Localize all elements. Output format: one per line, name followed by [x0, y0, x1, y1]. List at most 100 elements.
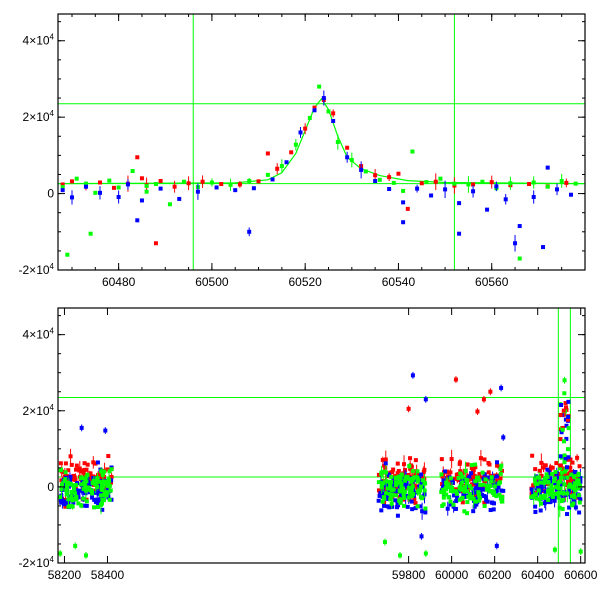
data-point-blue [563, 417, 568, 422]
data-point-blue [494, 543, 499, 548]
data-point-blue [549, 480, 554, 485]
data-point-blue [386, 489, 391, 494]
data-point-green [448, 476, 453, 481]
data-point-red [88, 471, 93, 476]
data-point-blue [78, 488, 83, 493]
data-point-green [469, 463, 474, 468]
data-point-red [440, 482, 445, 487]
data-point-blue [441, 478, 446, 483]
data-point-green [64, 485, 69, 490]
data-point-green [59, 487, 64, 492]
data-point-blue [418, 478, 423, 483]
data-point-blue [76, 491, 81, 496]
data-point-green [90, 491, 95, 496]
data-point-green [466, 182, 471, 187]
data-point-green [458, 471, 463, 476]
data-point-green [109, 467, 114, 472]
data-point-blue [475, 495, 480, 500]
data-point-green [535, 481, 540, 486]
data-point-red [577, 464, 582, 469]
data-point-red [312, 105, 317, 110]
data-point-green [94, 479, 99, 484]
data-point-blue [564, 423, 569, 428]
data-point-green [90, 488, 95, 493]
data-point-green [454, 491, 459, 496]
data-point-blue [382, 503, 387, 508]
data-point-blue [445, 506, 450, 511]
data-point-green [489, 479, 494, 484]
data-point-green [85, 472, 90, 477]
data-point-green [551, 479, 556, 484]
data-point-blue [378, 479, 383, 484]
data-point-blue [531, 195, 536, 200]
data-point-red [527, 182, 532, 187]
data-point-green [415, 469, 420, 474]
data-point-red [531, 483, 536, 488]
data-point-red [409, 464, 414, 469]
data-point-blue [383, 461, 388, 466]
data-point-blue [545, 467, 550, 472]
data-point-green [406, 485, 411, 490]
data-point-red [453, 377, 458, 382]
data-point-green [382, 540, 387, 545]
data-point-blue [552, 498, 557, 503]
data-point-green [421, 478, 426, 483]
data-point-green [497, 492, 502, 497]
data-point-red [68, 454, 73, 459]
data-point-green [473, 499, 478, 504]
data-point-red [481, 397, 486, 402]
data-point-red [72, 475, 77, 480]
data-point-green [84, 487, 89, 492]
data-point-green [536, 488, 541, 493]
data-point-blue [566, 414, 571, 419]
data-point-green [574, 482, 579, 487]
data-point-blue [391, 483, 396, 488]
data-point-green [83, 553, 88, 558]
data-point-green [546, 489, 551, 494]
data-point-green [398, 553, 403, 558]
data-point-red [59, 478, 64, 483]
data-point-blue [93, 499, 98, 504]
data-point-green [376, 480, 381, 485]
data-point-green [381, 481, 386, 486]
data-point-red [539, 460, 544, 465]
data-point-red [345, 145, 350, 150]
data-point-blue [573, 505, 578, 510]
data-point-green [63, 477, 68, 482]
x-tick-label: 58200 [48, 568, 82, 582]
data-point-green [383, 470, 388, 475]
data-point-green [552, 476, 557, 481]
data-point-green [450, 485, 455, 490]
data-point-red [440, 474, 445, 479]
data-point-green [559, 499, 564, 504]
data-point-green [566, 426, 571, 431]
data-point-red [89, 478, 94, 483]
data-point-green [546, 480, 551, 485]
data-point-red [457, 478, 462, 483]
data-point-green [533, 492, 538, 497]
data-point-red [564, 180, 569, 185]
data-point-blue [377, 493, 382, 498]
data-point-blue [83, 184, 88, 189]
data-point-red [82, 461, 87, 466]
data-point-red [469, 466, 474, 471]
data-point-blue [517, 224, 522, 229]
data-point-green [107, 497, 112, 502]
data-point-blue [573, 470, 578, 475]
data-point-green [98, 502, 103, 507]
data-point-green [228, 182, 233, 187]
data-point-red [558, 463, 563, 468]
data-point-green [563, 469, 568, 474]
data-point-green [407, 464, 412, 469]
data-point-blue [554, 483, 559, 488]
data-point-green [544, 472, 549, 477]
data-point-red [558, 412, 563, 417]
data-point-blue [577, 510, 582, 515]
data-point-green [388, 497, 393, 502]
data-point-green [475, 475, 480, 480]
data-point-red [533, 467, 538, 472]
x-tick-label: 60540 [382, 275, 416, 289]
data-point-blue [345, 155, 350, 160]
data-point-green [456, 476, 461, 481]
